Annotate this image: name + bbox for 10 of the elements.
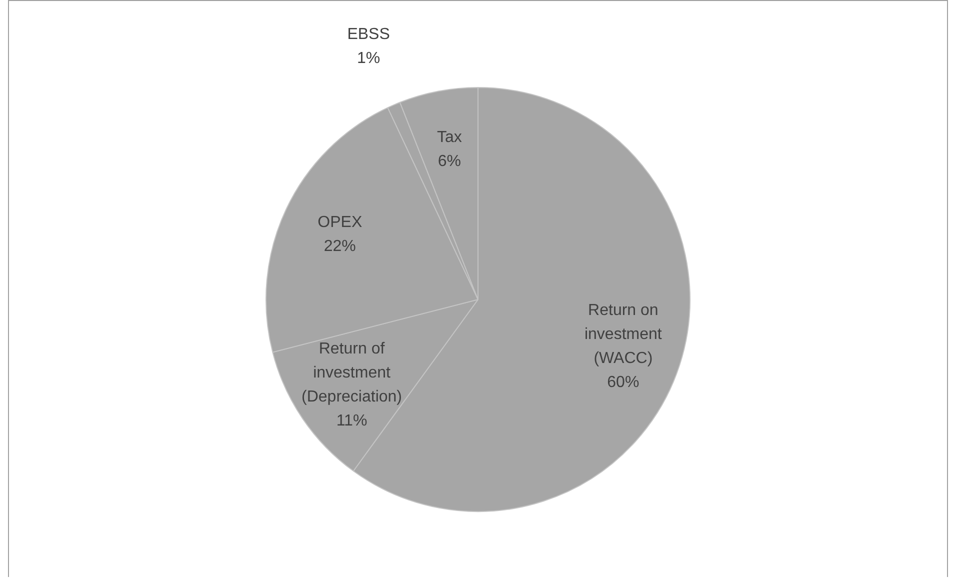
data-label: 6% <box>438 152 461 170</box>
slice-label: OPEX <box>318 214 362 231</box>
data-label: 22% <box>324 238 356 255</box>
slice-label: EBSS <box>347 26 390 43</box>
slice-label: Tax <box>436 128 462 146</box>
data-label: 60% <box>607 374 640 392</box>
slice-label: Return on investment (WACC) <box>584 302 662 368</box>
data-label: 1% <box>356 50 380 67</box>
data-label: 11% <box>336 412 368 430</box>
slice-label: Return of investment (Depreciation) <box>302 340 402 406</box>
